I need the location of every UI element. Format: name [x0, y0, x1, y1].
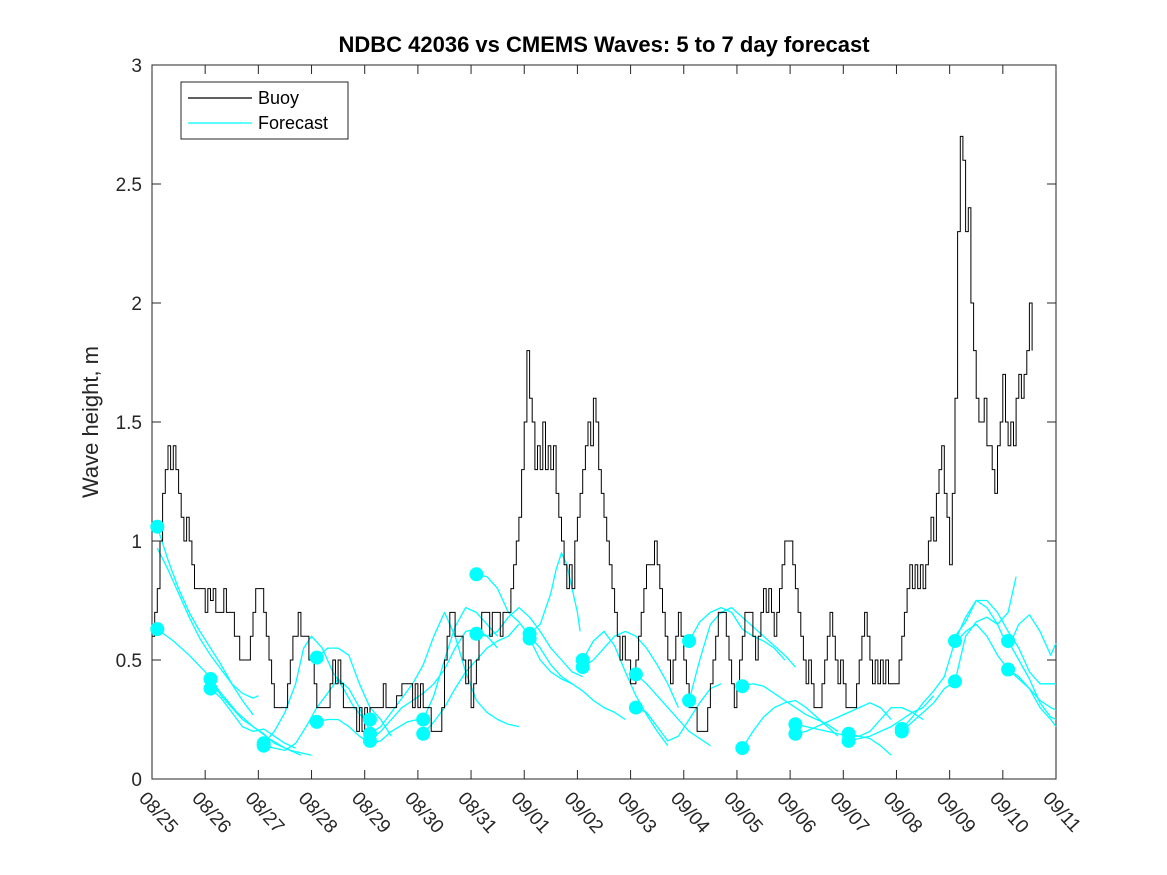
forecast-line-12	[422, 606, 499, 720]
forecast-line-5	[210, 688, 296, 749]
forecast-line-23	[688, 606, 796, 701]
forecast-start-marker-11	[363, 712, 377, 727]
forecast-start-marker-2	[150, 622, 165, 637]
forecast-line-6	[263, 635, 376, 744]
forecast-start-marker-24	[735, 679, 750, 694]
legend: Buoy Forecast	[180, 81, 349, 140]
forecast-line-16	[529, 552, 581, 635]
forecast-line-27	[795, 702, 892, 735]
forecast-start-marker-31	[894, 724, 909, 739]
forecast-start-marker-29	[841, 733, 856, 748]
buoy-line	[152, 135, 1033, 732]
forecast-line-35	[1007, 668, 1057, 727]
forecast-start-markers	[150, 519, 1016, 756]
forecast-start-marker-13	[416, 712, 431, 727]
forecast-line-4	[209, 678, 312, 756]
forecast-start-marker-25	[735, 741, 750, 756]
y-tick-label: 0.5	[116, 651, 142, 672]
forecast-start-marker-22	[682, 634, 697, 648]
forecast-start-marker-6	[256, 738, 271, 753]
y-tick-label: 2.5	[116, 175, 142, 196]
forecast-line-28	[848, 706, 924, 737]
y-axis-label: Wave height, m	[78, 346, 103, 498]
legend-label-buoy: Buoy	[258, 88, 299, 108]
y-tick-label: 1	[131, 532, 142, 553]
forecast-line-36	[1007, 614, 1057, 656]
forecast-line-31	[901, 576, 1017, 732]
forecast-line-17	[529, 638, 626, 721]
forecast-line-18	[582, 630, 669, 747]
forecast-line-19	[582, 630, 679, 708]
forecast-line-21	[635, 683, 722, 742]
forecast-line-34	[1007, 640, 1057, 721]
forecast-line-25	[741, 699, 839, 749]
forecast-line-15	[476, 606, 583, 678]
forecast-start-marker-1	[150, 519, 165, 534]
buoy-series-group	[152, 135, 1033, 732]
forecast-line-1	[156, 526, 254, 716]
forecast-start-marker-32	[948, 634, 962, 648]
forecast-start-marker-12	[416, 726, 431, 741]
forecast-line-14	[476, 573, 573, 685]
forecast-start-marker-35	[1001, 662, 1016, 677]
forecast-start-marker-17	[522, 631, 537, 646]
forecast-line-33	[954, 599, 1056, 685]
forecast-line-2	[156, 547, 259, 699]
forecast-start-marker-14	[469, 567, 484, 582]
forecast-start-marker-3	[203, 672, 218, 686]
forecast-start-marker-21	[628, 700, 643, 715]
forecast-start-marker-20	[628, 667, 643, 682]
forecast-start-marker-34	[1001, 634, 1016, 648]
forecast-line-29	[848, 695, 935, 742]
forecast-start-marker-10	[363, 733, 377, 748]
forecast-start-marker-33	[948, 674, 962, 689]
y-tick-label: 0	[131, 770, 142, 791]
y-tick-label: 3	[131, 56, 142, 77]
axes-box	[151, 64, 1057, 780]
legend-box	[180, 81, 349, 140]
forecast-start-marker-23	[682, 693, 697, 708]
forecast-line-8	[316, 647, 392, 737]
y-tick-label: 2	[131, 294, 142, 315]
plot-area	[150, 64, 1057, 780]
chart-title: NDBC 42036 vs CMEMS Waves: 5 to 7 day fo…	[338, 32, 870, 57]
forecast-line-20	[635, 673, 711, 747]
forecast-start-marker-19	[575, 660, 590, 675]
y-axis: 0 0.5 1 1.5 2 2.5 3	[116, 56, 1056, 791]
forecast-start-marker-15	[469, 626, 484, 641]
y-tick-label: 1.5	[116, 413, 142, 434]
forecast-start-marker-4	[203, 681, 218, 696]
forecast-start-marker-7	[309, 650, 324, 665]
forecast-line-3	[156, 628, 302, 756]
forecast-start-marker-27	[788, 726, 803, 741]
forecast-start-marker-8	[309, 714, 324, 729]
forecast-line-22	[688, 606, 786, 661]
legend-label-forecast: Forecast	[258, 113, 328, 133]
